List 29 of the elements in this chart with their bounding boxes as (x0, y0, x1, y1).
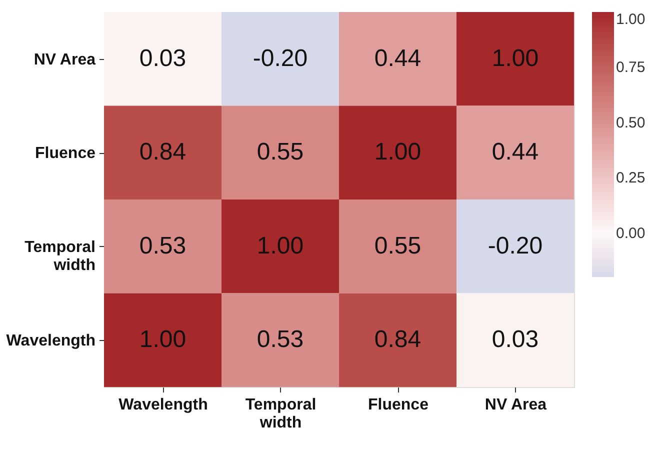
data-label: 1.00 (374, 138, 422, 166)
color-bar-label: 0.50 (616, 114, 646, 132)
data-label: 0.53 (256, 326, 304, 354)
y-tick-label: Temporal width (24, 238, 96, 274)
data-label: 0.03 (139, 44, 186, 72)
data-label: 1.00 (256, 232, 304, 260)
data-label: 0.84 (374, 326, 422, 354)
data-label: 1.00 (139, 326, 186, 354)
x-tick-label: Fluence (368, 396, 429, 414)
color-bar-label: 1.00 (616, 11, 646, 28)
color-bar-label: 0.00 (616, 224, 646, 242)
data-label: 0.84 (139, 138, 186, 166)
y-tick-label: Fluence (35, 145, 96, 162)
data-label: -0.20 (252, 44, 308, 72)
data-label: -0.20 (488, 232, 543, 260)
data-label: 0.44 (492, 138, 539, 166)
y-tick-label: Wavelength (6, 332, 96, 350)
x-tick-label: NV Area (484, 396, 547, 414)
color-bar-label: 0.25 (616, 170, 646, 187)
data-label: 0.53 (139, 232, 186, 260)
data-label: 0.55 (374, 232, 422, 260)
data-label: 1.00 (492, 44, 539, 72)
color-bar-label: 0.75 (616, 59, 646, 76)
data-label: 0.03 (492, 326, 539, 354)
x-tick-label: Temporal width (245, 396, 316, 432)
data-label: 0.55 (256, 138, 304, 166)
y-tick-label: NV Area (34, 51, 96, 68)
data-label: 0.44 (374, 44, 422, 72)
x-tick-label: Wavelength (118, 396, 208, 414)
